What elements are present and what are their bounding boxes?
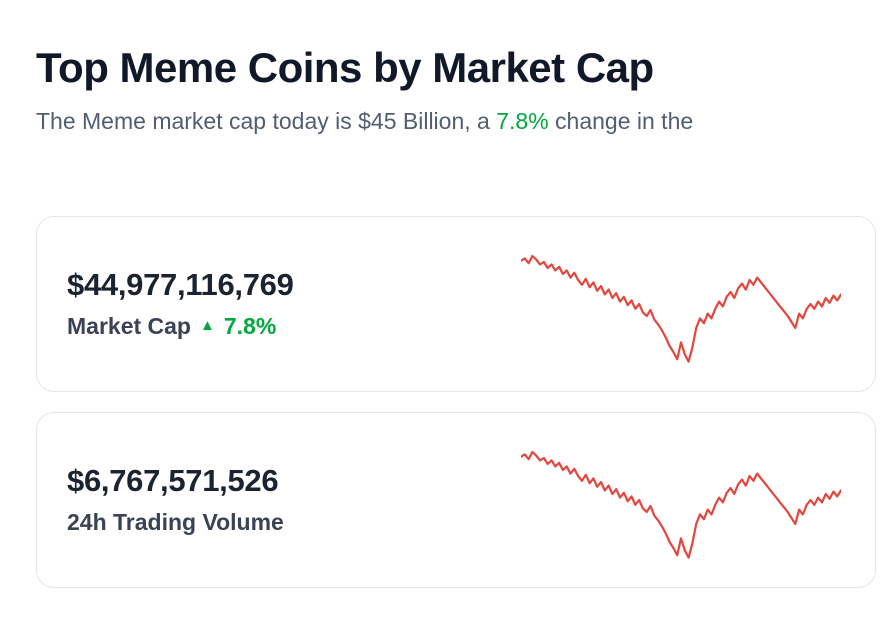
market-cap-label-row: Market Cap ▲ 7.8% [67, 313, 294, 340]
trading-volume-value: $6,767,571,526 [67, 463, 279, 499]
meme-coins-page: Top Meme Coins by Market Cap The Meme ma… [36, 44, 880, 588]
subtitle-text-end: change in the [548, 108, 694, 135]
market-cap-sparkline-svg [521, 254, 841, 363]
trading-volume-sparkline-chart [521, 436, 841, 564]
market-cap-label: Market Cap [67, 313, 191, 340]
market-cap-card: $44,977,116,769 Market Cap ▲ 7.8% [36, 215, 876, 392]
trading-volume-text-block: $6,767,571,526 24h Trading Volume [67, 463, 284, 536]
page-title: Top Meme Coins by Market Cap [36, 44, 654, 91]
market-cap-sparkline-chart [521, 240, 841, 368]
subtitle-text-start: The Meme market cap today is $45 Billion… [36, 108, 497, 135]
trading-volume-sparkline-line [521, 450, 841, 559]
trading-volume-label: 24h Trading Volume [67, 509, 284, 536]
market-cap-text-block: $44,977,116,769 Market Cap ▲ 7.8% [67, 267, 294, 340]
trading-volume-label-row: 24h Trading Volume [67, 509, 284, 536]
market-cap-value: $44,977,116,769 [67, 267, 294, 303]
subtitle-change-highlight: 7.8% [496, 108, 549, 135]
trading-volume-sparkline-svg [521, 450, 841, 559]
market-cap-sparkline-line [521, 254, 841, 363]
trading-volume-card: $6,767,571,526 24h Trading Volume [36, 411, 876, 588]
arrow-up-icon: ▲ [199, 317, 215, 335]
page-subtitle: The Meme market cap today is $45 Billion… [36, 108, 880, 136]
market-cap-change: 7.8% [223, 313, 277, 340]
